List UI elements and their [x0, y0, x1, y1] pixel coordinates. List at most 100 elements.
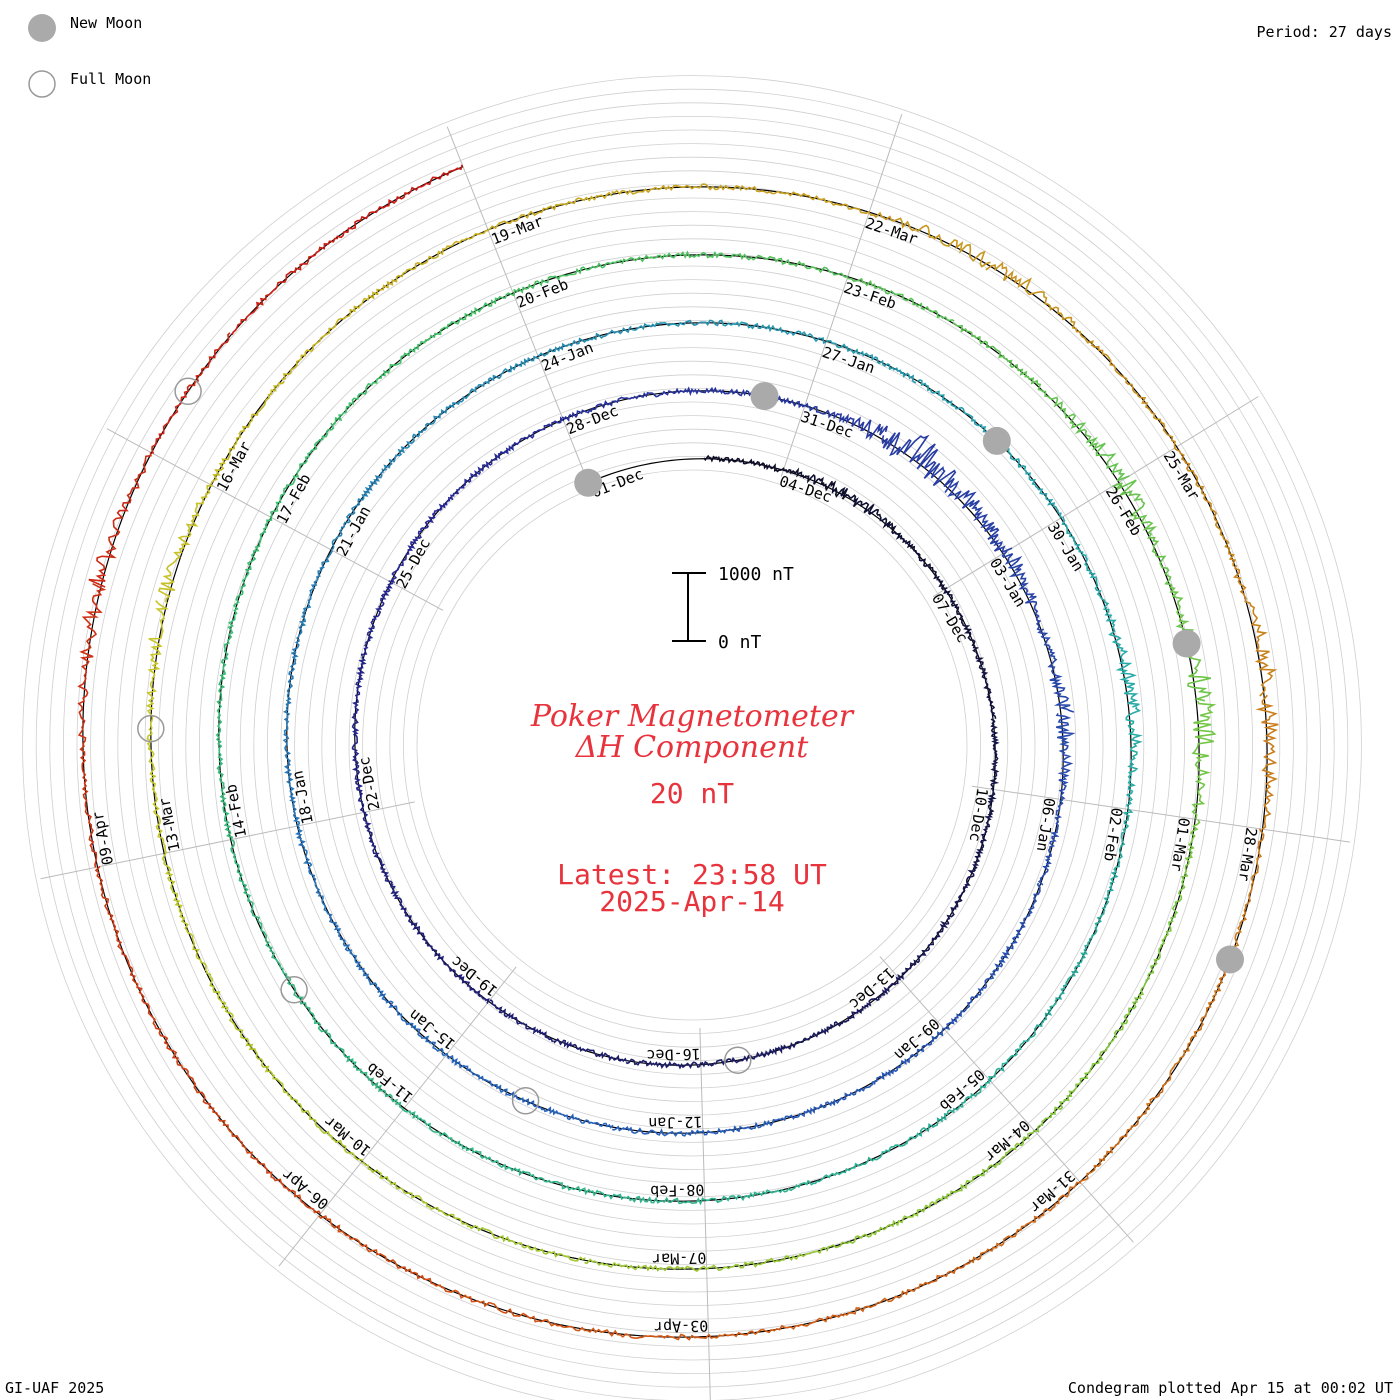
date-label: 30-Jan [1044, 519, 1088, 575]
delta-h-trace-segment [826, 1199, 938, 1252]
period-label: Period: 27 days [1257, 23, 1392, 41]
delta-h-trace-segment [807, 1142, 907, 1186]
new-moon-marker [1216, 945, 1244, 974]
grid-ring [49, 102, 1335, 1388]
delta-h-trace-segment [161, 852, 207, 971]
delta-h-trace-segment [388, 513, 436, 583]
delta-h-trace-segment [943, 589, 980, 653]
delta-h-trace-segment [496, 1160, 600, 1197]
delta-h-trace-segment [1092, 344, 1176, 449]
full-moon-marker [174, 377, 202, 406]
date-label: 02-Feb [1100, 806, 1126, 862]
grid-ring [307, 360, 1077, 1130]
grid-ring [90, 143, 1294, 1347]
grid-ring [22, 75, 1362, 1400]
delta-h-trace-segment [1165, 819, 1201, 936]
date-label: 06-Jan [1033, 797, 1059, 853]
delta-h-trace-segment [453, 355, 540, 405]
date-label: 22-Dec [355, 755, 384, 812]
new-moon-marker [1172, 629, 1201, 658]
full-moon-legend-label: Full Moon [70, 70, 151, 88]
grid-ring [171, 224, 1213, 1266]
delta-h-trace-segment [525, 1098, 614, 1129]
delta-h-trace-segment [999, 882, 1041, 964]
delta-h-trace-segment [707, 1313, 845, 1339]
date-label: 03-Apr [654, 1317, 709, 1337]
new-moon-marker [574, 468, 603, 497]
delta-h-trace-segment [968, 1181, 1081, 1264]
delta-h-trace-segment [704, 1180, 809, 1204]
date-label: 07-Mar [652, 1249, 707, 1269]
delta-h-trace-segment [611, 1125, 703, 1138]
delta-h-trace-segment [868, 211, 991, 268]
delta-h-trace-segment [1191, 700, 1217, 820]
delta-h-trace-segment [360, 582, 394, 657]
delta-h-trace-segment [1255, 694, 1279, 830]
moon-marker-layer [137, 377, 1244, 1115]
delta-h-trace-segment [281, 291, 378, 381]
delta-h-trace-segment [988, 999, 1057, 1082]
delta-h-trace-segment [318, 1215, 440, 1287]
date-label: 18-Jan [288, 769, 317, 826]
delta-h-trace-segment [361, 1161, 468, 1226]
chart-title-line1: Poker Magnetometer [530, 699, 855, 734]
delta-h-trace-segment [847, 277, 955, 322]
delta-h-trace-segment [943, 960, 1004, 1030]
new-moon-legend-icon [28, 14, 56, 42]
delta-h-trace-segment [1001, 550, 1042, 631]
date-label: 17-Feb [273, 471, 315, 527]
new-moon-marker [982, 426, 1011, 455]
grid-spoke [971, 785, 1350, 843]
delta-h-trace-segment [489, 999, 554, 1043]
delta-h-trace-segment [537, 325, 632, 357]
grid-ring [402, 455, 982, 1035]
grid-ring [239, 292, 1145, 1198]
grid-spoke [879, 956, 1134, 1243]
full-moon-marker [137, 714, 165, 743]
delta-h-trace-segment [351, 734, 365, 813]
delta-h-trace-segment [332, 347, 416, 426]
date-label: 28-Dec [564, 402, 621, 439]
grid-ring [158, 211, 1226, 1279]
grid-ring [348, 401, 1036, 1089]
delta-h-trace-segment [997, 439, 1063, 519]
delta-h-trace-segment [265, 941, 328, 1034]
scale-bar-top-label: 1000 nT [718, 564, 794, 585]
delta-h-trace-segment [402, 1108, 498, 1163]
delta-h-trace-segment [1079, 1079, 1170, 1183]
grid-ring [375, 428, 1009, 1062]
delta-h-trace-segment [621, 250, 736, 265]
date-label: 19-Mar [489, 212, 546, 249]
delta-h-trace-segment [952, 322, 1047, 393]
grid-ring [362, 415, 1022, 1075]
delta-h-trace-segment [631, 319, 730, 331]
delta-h-trace-segment [1112, 934, 1169, 1041]
delta-h-trace-segment [1055, 909, 1106, 1001]
delta-h-trace-segment [843, 1261, 971, 1316]
grid-spoke [780, 113, 903, 477]
grid-ring [35, 88, 1349, 1400]
delta-h-trace-segment [1101, 808, 1134, 910]
delta-h-trace-segment [296, 550, 334, 640]
delta-h-trace-segment [584, 1258, 708, 1273]
delta-h-trace-segment [1055, 712, 1076, 801]
delta-h-trace-segment [383, 402, 455, 471]
delta-h-trace-segment [641, 386, 725, 398]
full-moon-legend-icon [28, 70, 56, 98]
delta-h-trace-segment [985, 261, 1094, 347]
grid-ring [131, 184, 1253, 1306]
delta-h-trace-segment [414, 292, 515, 350]
scale-value: 20 nT [650, 777, 734, 810]
delta-h-trace-segment [625, 1058, 702, 1070]
delta-h-trace-segment [772, 1021, 843, 1056]
plotted-label: Condegram plotted Apr 15 at 00:02 UT [1068, 1379, 1393, 1397]
grid-spoke [40, 801, 415, 880]
delta-h-trace-segment [1169, 958, 1232, 1081]
scale-bar-bottom-label: 0 nT [718, 632, 762, 653]
delta-h-trace-segment [158, 484, 213, 604]
delta-h-trace-segment [492, 416, 565, 462]
grid-layer [22, 75, 1362, 1400]
delta-h-trace-segment [336, 164, 463, 239]
date-label: 13-Mar [155, 796, 184, 853]
date-label: 16-Mar [213, 438, 255, 494]
